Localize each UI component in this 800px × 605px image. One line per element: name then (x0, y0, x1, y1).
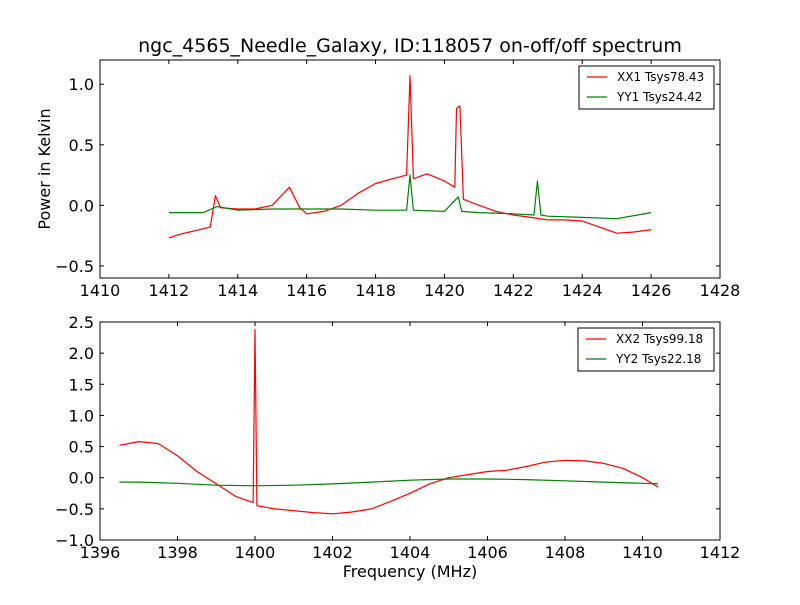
x-tick-label: 1418 (355, 281, 396, 300)
x-tick-label: 1428 (700, 281, 741, 300)
legend-label: XX2 Tsys99.18 (616, 332, 703, 346)
legend-label: XX1 Tsys78.43 (617, 70, 704, 84)
chart-title: ngc_4565_Needle_Galaxy, ID:118057 on-off… (138, 35, 682, 57)
x-tick-label: 1414 (217, 281, 258, 300)
x-tick-label: 1424 (562, 281, 603, 300)
x-tick-label: 1422 (493, 281, 534, 300)
x-tick-label: 1396 (80, 543, 121, 562)
x-tick-label: 1420 (424, 281, 465, 300)
x-tick-label: 1400 (235, 543, 276, 562)
legend-box (577, 327, 715, 372)
y-tick-label: 1.0 (69, 75, 94, 94)
bottom-subplot: 1396 1398 1400 1402 1404 1406 1408 1410 1412 −1.0… (55, 313, 740, 581)
legend-box (578, 65, 715, 110)
top-subplot: 1410 1412 1414 1416 1418 1420 1422 1424 1426 1428… (35, 59, 741, 300)
legend: XX2 Tsys99.18 YY2 Tsys22.18 (577, 327, 715, 372)
legend-label: YY2 Tsys22.18 (615, 352, 701, 366)
y-tick-label: 0.0 (69, 196, 94, 215)
y-tick-label: −1.0 (55, 531, 94, 550)
x-tick-label: 1416 (286, 281, 327, 300)
x-axis-label: Frequency (MHz) (343, 562, 477, 581)
x-tick-label: 1426 (631, 281, 672, 300)
x-tick-label: 1408 (545, 543, 586, 562)
y-tick-label: 0.0 (69, 469, 94, 488)
x-tick-label: 1404 (390, 543, 431, 562)
x-tick-label: 1410 (80, 281, 121, 300)
y-tick-label: −0.5 (55, 257, 94, 276)
x-tick-label: 1398 (157, 543, 198, 562)
x-tick-label: 1412 (149, 281, 190, 300)
y-tick-label: 0.5 (69, 438, 94, 457)
y-tick-label: −0.5 (55, 500, 94, 519)
axes-frame (99, 59, 721, 279)
x-tick-label: 1410 (622, 543, 663, 562)
series-line-xx2 (119, 328, 659, 515)
legend: XX1 Tsys78.43 YY1 Tsys24.42 (578, 65, 715, 110)
y-tick-label: 1.0 (69, 406, 94, 425)
x-tick-label: 1406 (467, 543, 508, 562)
series-line-yy2 (119, 478, 659, 487)
y-axis-label: Power in Kelvin (35, 108, 54, 229)
legend-label: YY1 Tsys24.42 (616, 90, 702, 104)
y-tick-label: 2.0 (69, 344, 94, 363)
x-tick-label: 1412 (700, 543, 741, 562)
y-tick-label: 0.5 (69, 136, 94, 155)
y-tick-label: 1.5 (69, 375, 94, 394)
series-line-yy1 (168, 174, 652, 220)
x-tick-label: 1402 (312, 543, 353, 562)
y-tick-label: 2.5 (69, 313, 94, 332)
